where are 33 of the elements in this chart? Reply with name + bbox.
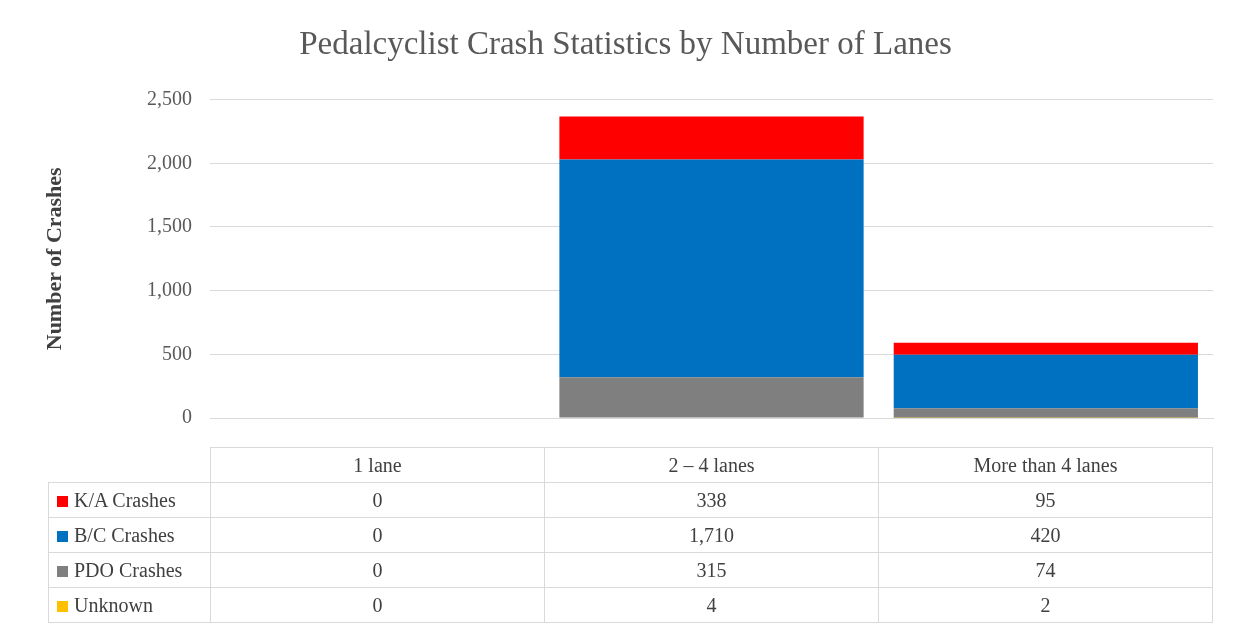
y-axis-title: Number of Crashes bbox=[40, 166, 66, 351]
bar bbox=[559, 159, 864, 378]
bar bbox=[893, 354, 1198, 409]
y-tick-label: 1,000 bbox=[147, 277, 192, 300]
data-label: 0 bbox=[210, 552, 545, 588]
legend-label: K/A Crashes bbox=[74, 488, 176, 511]
legend-label: PDO Crashes bbox=[74, 558, 183, 581]
data-label: 0 bbox=[210, 587, 545, 623]
y-tick-label: 500 bbox=[162, 341, 192, 364]
data-label: 1,710 bbox=[544, 517, 879, 553]
y-tick-label: 1,500 bbox=[147, 214, 192, 237]
bar bbox=[893, 342, 1198, 355]
data-label: 0 bbox=[210, 517, 545, 553]
data-label: 338 bbox=[544, 482, 879, 518]
bar bbox=[893, 408, 1198, 418]
bar bbox=[559, 116, 864, 160]
data-label: 2 bbox=[878, 587, 1213, 623]
data-label: 420 bbox=[878, 517, 1213, 553]
chart-title: Pedalcyclist Crash Statistics by Number of Lanes bbox=[299, 25, 952, 62]
y-tick-label: 2,500 bbox=[147, 86, 192, 109]
data-label: 74 bbox=[878, 552, 1213, 588]
data-label: 4 bbox=[544, 587, 879, 623]
y-tick-label: 2,000 bbox=[147, 150, 192, 173]
legend-label: Unknown bbox=[74, 593, 153, 616]
data-label: 95 bbox=[878, 482, 1213, 518]
x-tick-label: More than 4 lanes bbox=[878, 447, 1213, 483]
legend-label: B/C Crashes bbox=[74, 523, 175, 546]
y-tick-label: 0 bbox=[182, 405, 192, 428]
data-label: 0 bbox=[210, 482, 545, 518]
x-tick-label: 2 – 4 lanes bbox=[544, 447, 879, 483]
x-tick-label: 1 lane bbox=[210, 447, 545, 483]
data-label: 315 bbox=[544, 552, 879, 588]
bar bbox=[559, 377, 864, 418]
